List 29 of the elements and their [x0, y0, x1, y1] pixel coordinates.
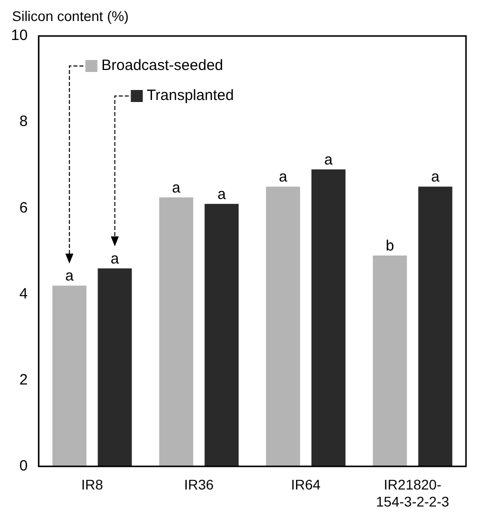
x-tick-label: IR36: [184, 476, 214, 493]
bar: [418, 186, 452, 466]
data-label: a: [324, 151, 334, 168]
x-tick-label: IR21820- 154-3-2-2-3: [376, 476, 450, 510]
data-label: b: [386, 238, 394, 255]
bar: [372, 256, 407, 466]
bar: [204, 204, 239, 466]
data-label: a: [217, 186, 226, 203]
data-label: a: [110, 250, 120, 268]
legend-label: Broadcast-seeded: [101, 57, 224, 74]
bar: [266, 186, 300, 466]
y-tick-label: 2: [19, 371, 28, 388]
legend-label: Transplanted: [146, 87, 234, 104]
y-tick-label: 4: [19, 285, 28, 302]
y-tick-label: 6: [19, 199, 28, 216]
y-tick-label: 10: [10, 27, 28, 44]
data-label: a: [431, 168, 440, 186]
y-axis-title: Silicon content (%): [12, 8, 130, 24]
x-tick-label: IR8: [81, 476, 104, 493]
bar: [311, 169, 346, 466]
x-tick-label: IR64: [290, 476, 321, 493]
y-tick-label: 0: [19, 458, 28, 475]
y-tick-label: 8: [19, 113, 28, 130]
data-label: a: [65, 268, 74, 285]
bar: [98, 268, 132, 466]
data-label: a: [278, 168, 288, 186]
bar: [52, 286, 86, 466]
bar: [159, 197, 194, 466]
data-label: a: [172, 179, 182, 196]
